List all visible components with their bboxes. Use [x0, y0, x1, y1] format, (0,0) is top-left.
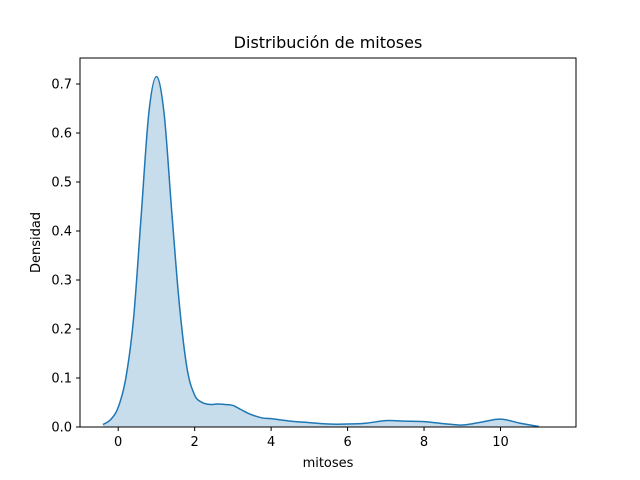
- x-axis-label: mitoses: [303, 456, 354, 471]
- y-tick-label: 0.1: [51, 372, 72, 387]
- x-tick-label: 6: [343, 435, 351, 450]
- y-tick-label: 0.6: [51, 127, 72, 142]
- y-axis-label: Densidad: [29, 212, 44, 273]
- x-tick-label: 10: [492, 435, 509, 450]
- x-tick-label: 0: [114, 435, 122, 450]
- y-tick-label: 0.5: [51, 176, 72, 191]
- x-tick-label: 8: [420, 435, 428, 450]
- y-tick-label: 0.3: [51, 274, 72, 289]
- chart-title: Distribución de mitoses: [234, 33, 423, 52]
- plot-frame: [79, 57, 577, 428]
- x-tick-label: 2: [191, 435, 199, 450]
- y-tick-label: 0.4: [51, 225, 72, 240]
- plot-area: [102, 75, 539, 428]
- y-tick-label: 0.0: [51, 421, 72, 436]
- y-tick-label: 0.2: [51, 323, 72, 338]
- density-line: [102, 75, 539, 428]
- y-tick-label: 0.7: [51, 78, 72, 93]
- x-axis: 0 2 4 6 8 10: [114, 427, 509, 450]
- x-tick-label: 4: [267, 435, 275, 450]
- density-area: [102, 76, 539, 428]
- y-axis: 0.0 0.1 0.2 0.3 0.4 0.5 0.6 0.7: [51, 78, 80, 436]
